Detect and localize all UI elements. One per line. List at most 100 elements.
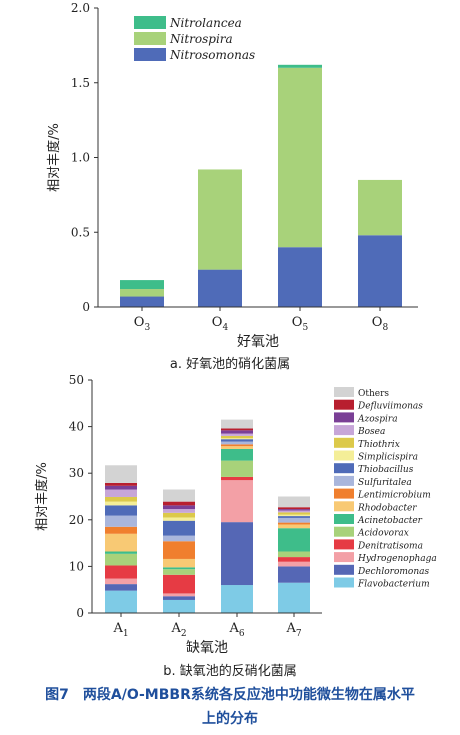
bar-segment-1-0-13 [105, 485, 137, 490]
legend-label-0-1: Nitrospira [169, 32, 233, 46]
bar-segment-1-2-4 [221, 460, 253, 477]
bar-segment-1-3-2 [278, 561, 310, 567]
x-category-base-0-3: O [372, 315, 383, 330]
bar-segment-1-3-12 [278, 510, 310, 513]
bar-segment-1-2-6 [221, 446, 253, 449]
bar-segment-1-0-0 [105, 590, 137, 613]
legend-swatch-1-9 [334, 463, 354, 474]
bar-segment-1-1-8 [163, 535, 195, 542]
bar-segment-1-3-3 [278, 557, 310, 562]
bar-segment-1-1-15 [163, 489, 195, 502]
bar-segment-1-3-15 [278, 496, 310, 508]
bar-segment-0-2-0 [278, 247, 322, 307]
bar-segment-1-2-7 [221, 444, 253, 447]
x-category-base-1-0: A [112, 621, 123, 636]
bar-segment-1-3-9 [278, 516, 310, 518]
bar-segment-1-1-0 [163, 599, 195, 613]
legend-label-1-1: Dechloromonas [357, 567, 430, 577]
bar-segment-0-0-1 [120, 289, 164, 297]
legend-swatch-1-5 [334, 514, 354, 524]
y-tick-label-1-0: 0 [76, 606, 84, 620]
bar-segment-1-3-8 [278, 517, 310, 523]
bar-segment-1-1-7 [163, 541, 195, 559]
legend-swatch-1-0 [334, 577, 354, 588]
y-tick-label-1-1: 10 [69, 559, 84, 573]
x-category-label-0-1: O4 [212, 315, 229, 333]
bar-segment-1-2-0 [221, 585, 253, 613]
y-tick-label-1-3: 30 [69, 466, 84, 480]
bar-segment-0-0-0 [120, 296, 164, 307]
x-category-sub-0-3: 8 [382, 323, 388, 333]
bar-segment-1-2-15 [221, 419, 253, 429]
x-category-label-1-3: A7 [285, 621, 301, 639]
bar-segment-1-0-15 [105, 465, 137, 483]
bar-segment-1-3-13 [278, 509, 310, 511]
bar-segment-1-3-14 [278, 507, 310, 510]
x-category-label-0-2: O5 [292, 315, 309, 333]
bar-segment-0-1-0 [198, 269, 242, 307]
legend-label-1-10: Simplicispira [358, 453, 418, 463]
legend-swatch-1-12 [334, 425, 354, 436]
y-tick-label-0-2: 1.0 [71, 151, 90, 165]
legend-label-1-3: Denitratisoma [357, 541, 423, 551]
y-axis-label-0: 相对丰度/% [46, 123, 62, 192]
x-category-label-1-0: A1 [112, 621, 128, 639]
x-axis-label-0: 好氧池 [237, 334, 279, 350]
bar-segment-1-0-2 [105, 578, 137, 585]
bar-segment-0-3-0 [358, 235, 402, 307]
legend-swatch-1-3 [334, 539, 354, 550]
bar-segment-1-2-13 [221, 430, 253, 434]
bar-segment-0-2-1 [278, 67, 322, 248]
legend-swatch-1-1 [334, 564, 354, 575]
legend-swatch-1-6 [334, 501, 354, 512]
x-axis-label-1: 缺氧池 [186, 640, 228, 656]
legend-label-1-2: Hydrogenophaga [357, 554, 437, 564]
legend-label-1-0: Flavobacterium [357, 580, 430, 590]
bar-segment-1-2-14 [221, 428, 253, 431]
bar-segment-1-1-2 [163, 593, 195, 597]
x-category-label-0-3: O8 [372, 315, 389, 333]
bar-segment-1-1-12 [163, 509, 195, 513]
legend-label-1-9: Thiobacillus [358, 465, 414, 475]
x-category-base-1-3: A [285, 621, 296, 636]
x-category-sub-0-2: 5 [302, 323, 308, 333]
x-category-base-1-2: A [228, 621, 239, 636]
legend-swatch-0-2 [134, 16, 166, 29]
y-tick-label-0-3: 1.5 [71, 76, 90, 90]
x-category-sub-1-0: 1 [123, 629, 129, 639]
bar-segment-1-0-10 [105, 501, 137, 506]
legend-label-1-11: Thiothrix [358, 440, 400, 450]
x-category-base-1-1: A [170, 621, 181, 636]
y-tick-label-0-4: 2.0 [71, 1, 90, 15]
bar-segment-1-2-10 [221, 438, 253, 440]
x-category-sub-1-3: 7 [296, 629, 302, 639]
bar-segment-1-0-11 [105, 496, 137, 502]
bar-segment-1-0-8 [105, 515, 137, 527]
bar-segment-1-0-7 [105, 526, 137, 534]
bar-segment-0-3-1 [358, 179, 402, 236]
bar-segment-1-1-4 [163, 569, 195, 575]
bar-segment-1-1-10 [163, 517, 195, 521]
legend-swatch-1-8 [334, 475, 354, 486]
bar-segment-1-1-13 [163, 505, 195, 510]
legend-swatch-1-2 [334, 552, 354, 563]
bar-segment-1-2-9 [221, 439, 253, 442]
legend-label-1-12: Bosea [357, 427, 385, 437]
bar-segment-1-3-1 [278, 566, 310, 583]
legend-swatch-1-10 [334, 450, 354, 461]
bar-segment-1-1-9 [163, 520, 195, 536]
bar-segment-1-0-12 [105, 489, 137, 497]
bar-segment-1-2-8 [221, 441, 253, 445]
bar-segment-1-3-11 [278, 512, 310, 515]
legend-label-1-6: Rhodobacter [357, 503, 417, 513]
legend-label-0-0: Nitrosomonas [169, 48, 255, 62]
legend-label-1-14: Defluviimonas [357, 402, 423, 412]
bar-segment-1-3-5 [278, 528, 310, 552]
bar-segment-0-2-2 [278, 64, 322, 68]
legend-label-0-2: Nitrolancea [169, 16, 242, 30]
bar-segment-1-3-10 [278, 514, 310, 517]
y-tick-label-1-2: 20 [69, 513, 84, 527]
bar-segment-1-1-5 [163, 567, 195, 570]
